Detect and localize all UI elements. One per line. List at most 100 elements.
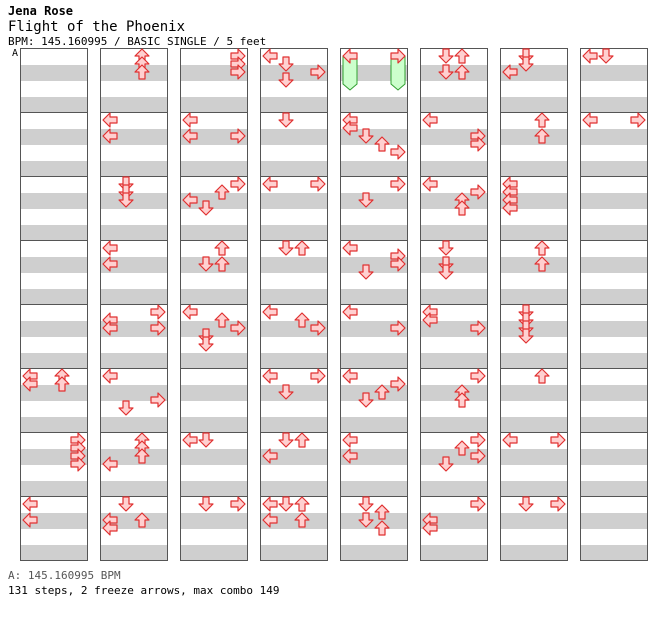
step-arrow-down — [438, 456, 454, 472]
step-arrow-up — [294, 240, 310, 256]
step-arrow-right — [150, 320, 166, 336]
step-arrow-up — [534, 112, 550, 128]
measure — [340, 496, 408, 561]
step-arrow-up — [454, 392, 470, 408]
step-arrow-down — [118, 400, 134, 416]
step-arrow-up — [374, 520, 390, 536]
step-arrow-right — [470, 320, 486, 336]
step-arrow-right — [310, 64, 326, 80]
step-arrow-right — [550, 496, 566, 512]
step-arrow-down — [278, 240, 294, 256]
measure — [260, 112, 328, 177]
step-arrow-left — [262, 512, 278, 528]
step-arrow-left — [582, 112, 598, 128]
step-arrow-left — [102, 520, 118, 536]
step-arrow-left — [262, 304, 278, 320]
step-arrow-left — [422, 112, 438, 128]
step-arrow-down — [598, 48, 614, 64]
step-arrow-down — [198, 336, 214, 352]
step-arrow-left — [102, 240, 118, 256]
chart-column — [340, 48, 408, 561]
step-arrow-left — [182, 432, 198, 448]
step-arrow-right — [390, 320, 406, 336]
step-arrow-right — [390, 144, 406, 160]
measure — [20, 48, 88, 113]
step-arrow-down — [518, 56, 534, 72]
step-arrow-right — [470, 432, 486, 448]
step-arrow-down — [518, 328, 534, 344]
step-arrow-right — [390, 256, 406, 272]
step-arrow-down — [198, 496, 214, 512]
step-arrow-down — [358, 392, 374, 408]
step-arrow-down — [358, 264, 374, 280]
step-arrow-left — [102, 112, 118, 128]
step-arrow-down — [278, 112, 294, 128]
step-arrow-up — [214, 240, 230, 256]
measure — [500, 112, 568, 177]
step-arrow-down — [358, 192, 374, 208]
step-arrow-left — [22, 496, 38, 512]
step-arrow-right — [230, 496, 246, 512]
step-arrow-up — [54, 376, 70, 392]
chart-column — [500, 48, 568, 561]
step-arrow-right — [470, 448, 486, 464]
measure — [260, 240, 328, 305]
step-arrow-left — [342, 448, 358, 464]
step-arrow-down — [198, 256, 214, 272]
step-arrow-up — [294, 496, 310, 512]
step-arrow-right — [390, 176, 406, 192]
step-arrow-right — [150, 392, 166, 408]
step-arrow-left — [422, 176, 438, 192]
step-arrow-up — [374, 504, 390, 520]
step-arrow-left — [342, 304, 358, 320]
measure — [580, 368, 648, 433]
measure — [500, 368, 568, 433]
step-arrow-up — [134, 512, 150, 528]
chart-column — [580, 48, 648, 561]
step-arrow-down — [438, 48, 454, 64]
step-arrow-right — [390, 376, 406, 392]
step-arrow-left — [262, 368, 278, 384]
step-arrow-down — [278, 496, 294, 512]
step-arrow-left — [182, 112, 198, 128]
step-arrow-down — [438, 264, 454, 280]
step-arrow-up — [374, 384, 390, 400]
measure — [420, 48, 488, 113]
measure — [500, 240, 568, 305]
step-arrow-left — [342, 368, 358, 384]
step-arrow-left — [102, 320, 118, 336]
step-arrow-down — [518, 496, 534, 512]
step-arrow-right — [230, 176, 246, 192]
step-arrow-right — [470, 184, 486, 200]
step-arrow-up — [134, 448, 150, 464]
measure — [100, 48, 168, 113]
step-arrow-left — [182, 304, 198, 320]
measure — [340, 368, 408, 433]
step-arrow-right — [230, 128, 246, 144]
step-arrow-up — [534, 128, 550, 144]
step-arrow-left — [262, 496, 278, 512]
step-arrow-down — [198, 200, 214, 216]
step-arrow-right — [230, 64, 246, 80]
step-arrow-down — [358, 512, 374, 528]
step-arrow-up — [454, 48, 470, 64]
step-arrow-right — [470, 496, 486, 512]
step-arrow-down — [278, 56, 294, 72]
step-arrow-right — [310, 176, 326, 192]
step-arrow-up — [294, 312, 310, 328]
measure — [500, 304, 568, 369]
step-arrow-down — [438, 240, 454, 256]
step-arrow-left — [22, 512, 38, 528]
chart-column — [180, 48, 248, 561]
measure — [260, 432, 328, 497]
step-arrow-down — [198, 432, 214, 448]
step-arrow-left — [342, 432, 358, 448]
step-arrow-up — [534, 240, 550, 256]
step-stats: 131 steps, 2 freeze arrows, max combo 14… — [8, 584, 280, 597]
step-arrow-left — [342, 48, 358, 64]
step-arrow-left — [582, 48, 598, 64]
measure — [500, 48, 568, 113]
measure — [20, 240, 88, 305]
step-arrow-up — [454, 200, 470, 216]
